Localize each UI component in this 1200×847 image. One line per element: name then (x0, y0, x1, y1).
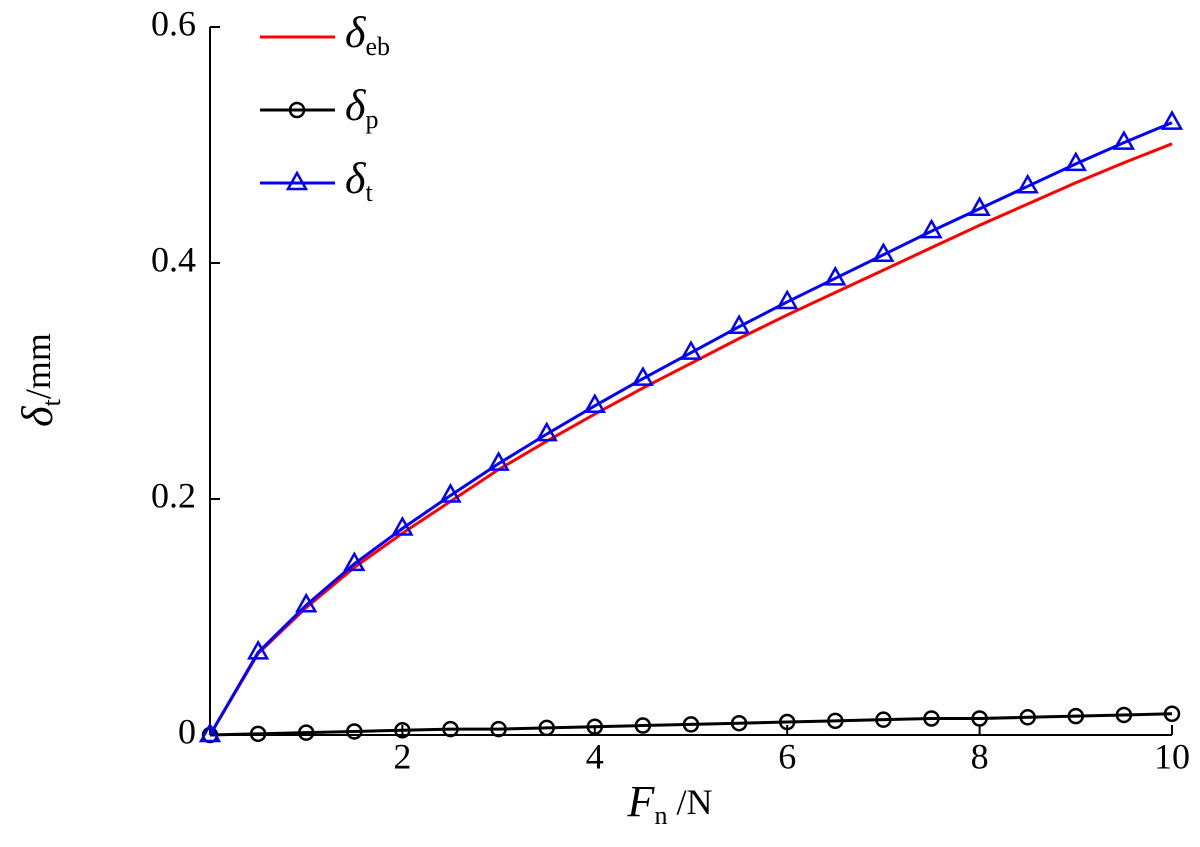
point (682, 716, 700, 733)
point (346, 723, 363, 740)
y-tick-label: 0 (178, 711, 196, 751)
point (631, 366, 655, 386)
point (778, 713, 796, 731)
point (249, 725, 267, 743)
x-tick-label: 2 (393, 736, 411, 776)
point (586, 718, 604, 735)
point (535, 421, 558, 442)
legend-marker (288, 101, 306, 119)
point (343, 551, 366, 572)
point (923, 710, 940, 727)
point (1064, 151, 1087, 172)
point (295, 592, 318, 613)
point (634, 717, 652, 734)
point (538, 719, 555, 737)
point (968, 196, 991, 216)
y-tick-label: 0.6 (151, 3, 196, 43)
series-line (208, 121, 1173, 736)
point (875, 711, 892, 728)
legend-label: δp (345, 81, 378, 134)
point (872, 242, 895, 262)
point (730, 714, 748, 732)
point (246, 639, 270, 660)
point (971, 710, 988, 727)
point (727, 314, 751, 334)
legend-label: δt (345, 154, 373, 207)
legend-label: δeb (345, 8, 390, 61)
x-tick-label: 10 (1154, 736, 1190, 776)
point (1160, 110, 1184, 130)
point (198, 722, 222, 743)
point (679, 340, 703, 360)
legend-marker (285, 170, 309, 191)
x-tick-label: 4 (586, 736, 604, 776)
point (1163, 705, 1181, 723)
point (391, 515, 414, 536)
x-axis-label: Fn /N (627, 777, 713, 830)
point (776, 289, 799, 310)
x-tick-label: 8 (971, 736, 989, 776)
point (394, 722, 411, 739)
point (442, 720, 459, 738)
point (487, 451, 510, 471)
point (1115, 706, 1133, 724)
point (827, 712, 844, 730)
point (439, 482, 462, 503)
point (490, 720, 507, 738)
point (1019, 709, 1036, 726)
point (583, 393, 606, 414)
point (1067, 707, 1085, 725)
point (1112, 130, 1136, 150)
point (920, 218, 943, 239)
point (297, 724, 315, 741)
point (824, 265, 847, 286)
y-tick-label: 0.2 (151, 475, 196, 515)
x-tick-label: 6 (778, 736, 796, 776)
point (1016, 173, 1039, 194)
y-tick-label: 0.4 (151, 239, 196, 279)
series-line (209, 712, 1173, 737)
y-axis-label: δt/mm (13, 333, 66, 427)
series-line (208, 142, 1173, 736)
